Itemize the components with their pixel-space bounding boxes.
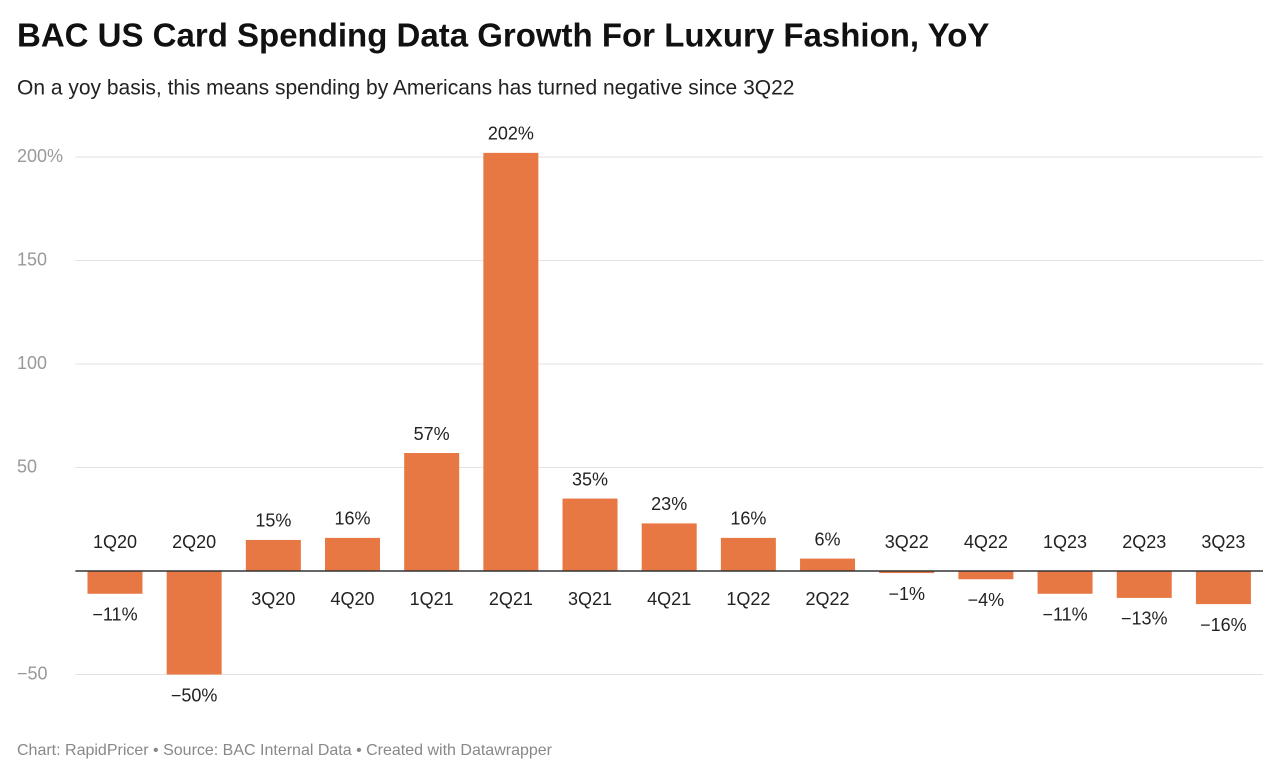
value-label: −13% (1121, 609, 1168, 629)
y-tick-label: 200% (17, 146, 63, 166)
bar (87, 571, 143, 594)
bar (562, 498, 618, 571)
value-label: 23% (651, 494, 687, 514)
value-label: 202% (488, 124, 534, 144)
y-tick-label: −50 (17, 663, 48, 683)
bar (404, 453, 460, 571)
value-label: −1% (888, 584, 925, 604)
x-tick-label: 2Q22 (806, 589, 850, 609)
x-tick-label: 3Q21 (568, 589, 612, 609)
y-tick-label: 100 (17, 353, 47, 373)
bar (245, 539, 301, 571)
bar (958, 571, 1014, 580)
x-tick-label: 2Q21 (489, 589, 533, 609)
value-label: −16% (1200, 615, 1247, 635)
value-label: −50% (171, 685, 218, 705)
value-label: 16% (334, 509, 370, 529)
bar (325, 537, 381, 571)
x-tick-label: 4Q21 (647, 589, 691, 609)
x-tick-label: 3Q23 (1201, 532, 1245, 552)
value-label: 6% (815, 529, 841, 549)
x-tick-label: 4Q20 (330, 589, 374, 609)
bar (641, 523, 697, 571)
chart-subtitle: On a yoy basis, this means spending by A… (17, 77, 794, 100)
x-tick-label: 4Q22 (964, 532, 1008, 552)
x-tick-label: 3Q20 (251, 589, 295, 609)
y-tick-label: 150 (17, 249, 47, 269)
value-label: 16% (730, 509, 766, 529)
source-note: Chart: RapidPricer • Source: BAC Interna… (17, 742, 553, 759)
x-tick-label: 1Q23 (1043, 532, 1087, 552)
value-label: 15% (255, 511, 291, 531)
y-tick-label: 50 (17, 456, 37, 476)
x-tick-label: 1Q22 (726, 589, 770, 609)
bar (1116, 571, 1172, 598)
bar (879, 571, 935, 574)
bar (1037, 571, 1093, 594)
x-tick-label: 1Q21 (410, 589, 454, 609)
x-tick-label: 2Q20 (172, 532, 216, 552)
x-tick-label: 3Q22 (885, 532, 929, 552)
bar (800, 558, 856, 571)
bar (166, 571, 222, 675)
value-label: 57% (414, 424, 450, 444)
value-label: −11% (1042, 605, 1087, 625)
x-tick-label: 1Q20 (93, 532, 137, 552)
bar (720, 537, 776, 571)
x-tick-label: 2Q23 (1122, 532, 1166, 552)
value-label: −11% (92, 605, 137, 625)
value-label: −4% (968, 590, 1005, 610)
bar (483, 152, 539, 572)
value-label: 35% (572, 469, 608, 489)
chart-title: BAC US Card Spending Data Growth For Lux… (17, 17, 989, 54)
bar (1195, 571, 1251, 605)
